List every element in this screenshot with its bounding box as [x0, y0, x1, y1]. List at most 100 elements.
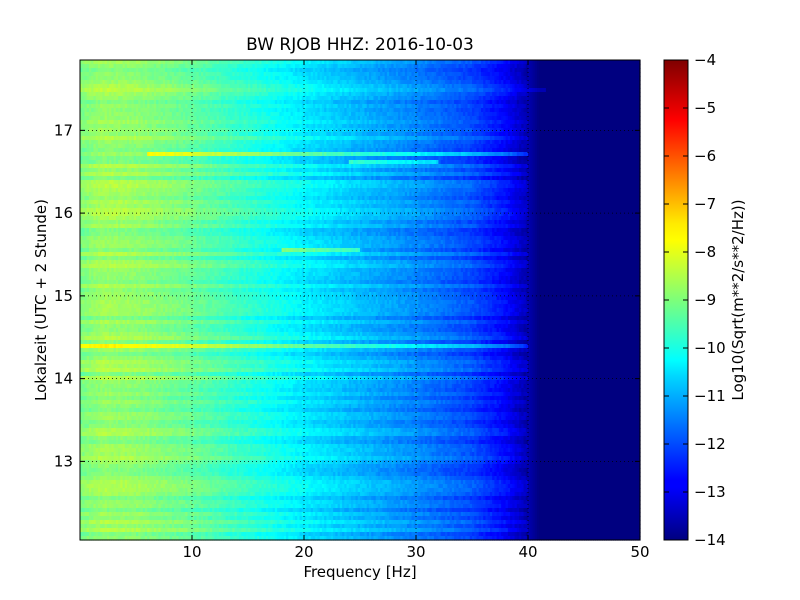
heatmap-cell: [601, 72, 605, 77]
heatmap-cell: [346, 68, 350, 73]
heatmap-cell: [153, 92, 157, 97]
heatmap-cell: [326, 64, 330, 69]
heatmap-cell: [290, 92, 294, 97]
heatmap-cell: [528, 88, 531, 93]
heatmap-cell: [310, 92, 314, 97]
heatmap-cell: [442, 88, 446, 93]
spectrogram-row: [80, 108, 641, 113]
heatmap-cell: [608, 72, 612, 77]
heatmap-cell: [386, 88, 390, 93]
heatmap-cell: [541, 88, 545, 93]
heatmap-cell: [357, 76, 361, 81]
heatmap-cell: [451, 60, 455, 65]
heatmap-cell: [633, 76, 637, 81]
heatmap-cell: [424, 68, 428, 73]
heatmap-cell: [375, 76, 379, 81]
heatmap-cell: [548, 72, 551, 77]
heatmap-cell: [102, 60, 106, 65]
heatmap-cell: [297, 60, 301, 65]
heatmap-cell: [277, 60, 280, 65]
heatmap-cell: [194, 80, 198, 85]
heatmap-cell: [259, 76, 263, 81]
heatmap-cell: [496, 84, 500, 89]
heatmap-cell: [133, 92, 137, 97]
heatmap-cell: [93, 72, 97, 77]
heatmap-cell: [447, 68, 451, 73]
heatmap-cell: [626, 68, 630, 73]
heatmap-cell: [633, 68, 637, 73]
heatmap-cell: [82, 68, 86, 73]
heatmap-cell: [198, 60, 202, 65]
heatmap-cell: [84, 64, 88, 69]
heatmap-cell: [353, 80, 357, 85]
heatmap-cell: [584, 80, 587, 85]
heatmap-cell: [317, 72, 321, 77]
heatmap-cell: [337, 60, 341, 65]
heatmap-cell: [292, 76, 296, 81]
heatmap-cell: [360, 80, 363, 85]
heatmap-cell: [308, 76, 312, 81]
heatmap-cell: [337, 68, 341, 73]
heatmap-cell: [200, 92, 204, 97]
heatmap-cell: [88, 64, 92, 69]
heatmap-cell: [353, 60, 357, 65]
heatmap-cell: [575, 88, 578, 93]
heatmap-cell: [429, 64, 433, 69]
heatmap-cell: [100, 84, 103, 89]
heatmap-cell: [344, 72, 348, 77]
heatmap-cell: [407, 76, 410, 81]
heatmap-cell: [144, 92, 148, 97]
heatmap-cell: [507, 84, 511, 89]
heatmap-cell: [514, 84, 518, 89]
heatmap-cell: [187, 60, 191, 65]
heatmap-cell: [368, 88, 372, 93]
heatmap-cell: [489, 84, 493, 89]
heatmap-cell: [516, 72, 520, 77]
heatmap-cell: [259, 72, 263, 77]
heatmap-cell: [165, 64, 168, 69]
heatmap-cell: [528, 76, 531, 81]
heatmap-cell: [631, 64, 634, 69]
heatmap-cell: [127, 80, 130, 85]
heatmap-cell: [635, 64, 639, 69]
heatmap-cell: [283, 76, 287, 81]
heatmap-cell: [373, 68, 377, 73]
heatmap-cell: [160, 80, 164, 85]
heatmap-cell: [407, 88, 410, 93]
heatmap-cell: [189, 64, 193, 69]
heatmap-cell: [192, 72, 195, 77]
heatmap-cell: [109, 68, 112, 73]
heatmap-cell: [84, 88, 88, 93]
heatmap-cell: [485, 68, 489, 73]
heatmap-cell: [592, 84, 596, 89]
heatmap-cell: [498, 64, 502, 69]
heatmap-cell: [342, 92, 345, 97]
heatmap-cell: [413, 88, 417, 93]
heatmap-cell: [212, 60, 215, 65]
heatmap-cell: [279, 80, 283, 85]
heatmap-cell: [122, 60, 126, 65]
heatmap-cell: [536, 60, 540, 65]
heatmap-cell: [398, 60, 401, 65]
heatmap-cell: [514, 88, 518, 93]
heatmap-cell: [118, 80, 121, 85]
heatmap-cell: [575, 84, 578, 89]
heatmap-cell: [288, 80, 292, 85]
heatmap-cell: [622, 64, 625, 69]
heatmap-cell: [375, 72, 379, 77]
heatmap-cell: [496, 68, 500, 73]
heatmap-cell: [310, 80, 314, 85]
heatmap-cell: [400, 88, 404, 93]
heatmap-cell: [342, 84, 345, 89]
heatmap-cell: [127, 84, 130, 89]
heatmap-cell: [440, 68, 444, 73]
heatmap-cell: [628, 68, 632, 73]
heatmap-cell: [212, 72, 215, 77]
heatmap-cell: [165, 68, 168, 73]
heatmap-cell: [277, 64, 280, 69]
heatmap-cell: [368, 76, 372, 81]
heatmap-cell: [335, 80, 339, 85]
heatmap-cell: [386, 76, 390, 81]
heatmap-cell: [487, 88, 491, 93]
heatmap-cell: [207, 92, 211, 97]
